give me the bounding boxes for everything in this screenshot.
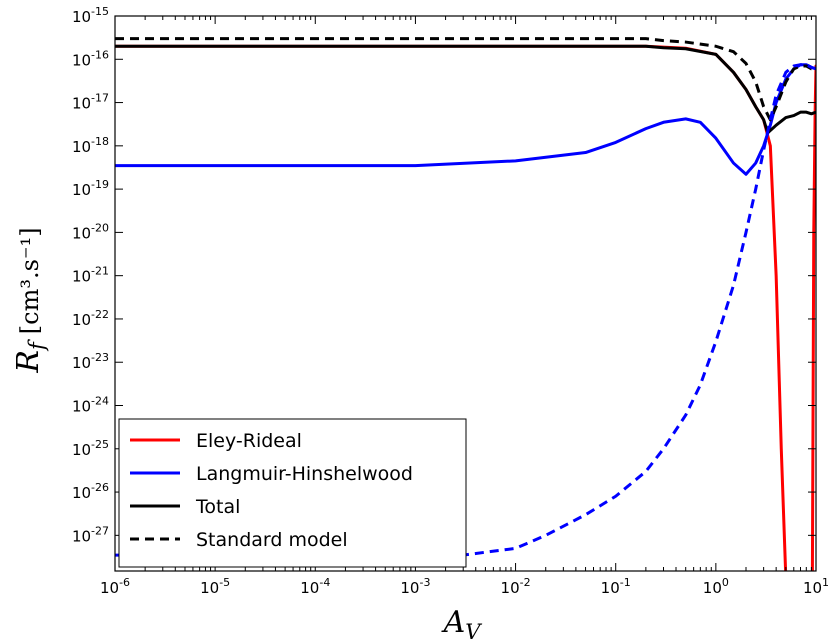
legend-label: Langmuir-Hinshelwood: [196, 463, 413, 485]
legend-box: [118, 418, 467, 568]
tick-layer: 10-6 10-5 10-4 10-3 10-2 10-1 100 101 10-27 10-26…: [72, 5, 829, 597]
legend-entries: Eley-Rideal Langmuir-Hinshelwood Total Stan…: [130, 430, 413, 551]
y-tick-label: 10-21: [72, 265, 109, 286]
legend-label: Total: [195, 496, 240, 518]
x-axis-label-base: A: [441, 605, 466, 640]
x-axis-label: AV: [441, 605, 483, 643]
series-line-3: [115, 44, 816, 135]
y-axis-label-sub: f: [25, 339, 49, 352]
y-tick-label: 10-17: [72, 92, 109, 113]
x-tick-label: 10-6: [100, 576, 130, 597]
series-line-5: [115, 63, 816, 559]
x-tick-label: 10-3: [400, 576, 430, 597]
y-tick-label: 10-15: [72, 5, 109, 26]
x-tick-label: 10-2: [501, 576, 531, 597]
x-tick-label: 10-4: [300, 576, 330, 597]
y-tick-label: 10-24: [72, 395, 109, 416]
x-tick-label: 10-1: [601, 576, 631, 597]
y-axis-label: Rf [cm³.s⁻¹]: [11, 227, 49, 373]
x-tick-label: 10-5: [200, 576, 230, 597]
y-tick-label: 10-20: [72, 221, 109, 242]
x-axis-label-sub: V: [465, 620, 482, 643]
y-tick-label: 10-25: [72, 438, 109, 459]
y-tick-label: 10-19: [72, 178, 109, 199]
y-tick-label: 10-26: [72, 481, 109, 502]
y-tick-label: 10-22: [72, 308, 109, 329]
x-tick-label: 100: [703, 576, 729, 597]
y-tick-label: 10-23: [72, 351, 109, 372]
legend-label: Eley-Rideal: [196, 430, 302, 452]
series-line-4: [115, 37, 816, 122]
y-tick-label: 10-16: [72, 48, 109, 69]
y-tick-label: 10-18: [72, 135, 109, 156]
legend: Eley-Rideal Langmuir-Hinshelwood Total Stan…: [118, 418, 467, 568]
y-tick-label: 10-27: [72, 524, 109, 545]
legend-label: Standard model: [196, 529, 348, 551]
x-tick-label: 101: [803, 576, 829, 597]
plot-frame: [114, 15, 817, 572]
y-axis-label-units: [cm³.s⁻¹]: [16, 227, 44, 334]
y-axis-label-base: R: [11, 350, 46, 374]
